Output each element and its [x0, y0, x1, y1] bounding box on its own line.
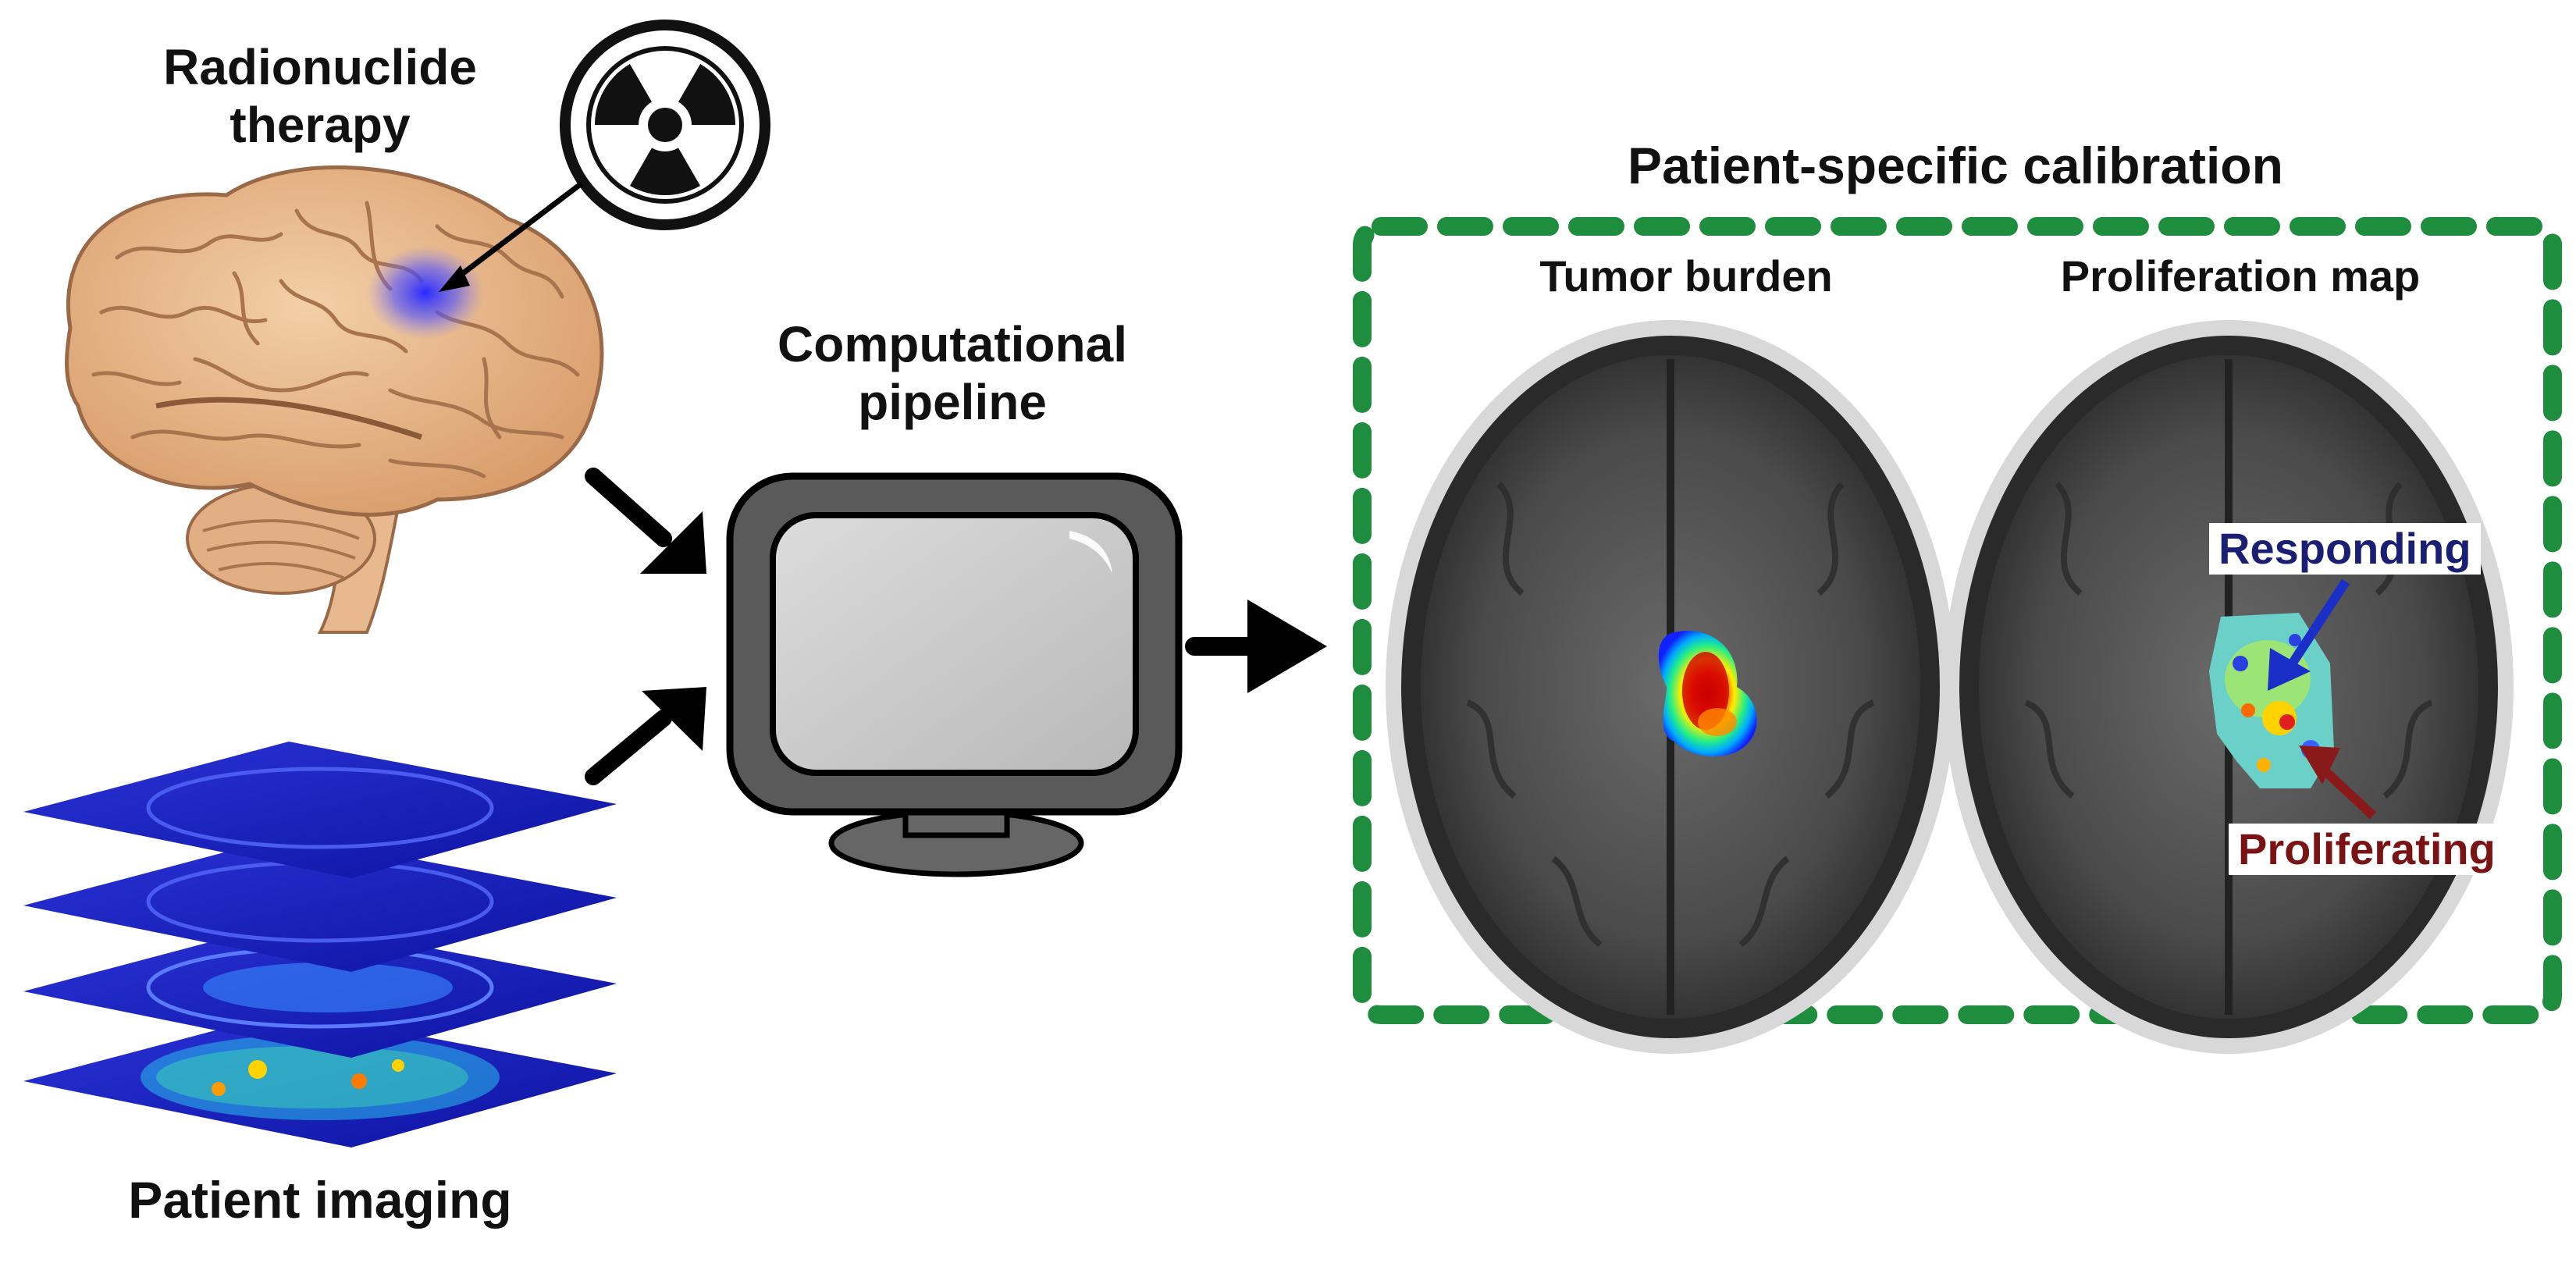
- radionuclide-label-line1: Radionuclide: [163, 39, 477, 95]
- calibration-title: Patient-specific calibration: [1628, 137, 2283, 194]
- computational-pipeline-label: Computational pipeline: [703, 316, 1202, 431]
- radiation-icon: [560, 20, 770, 230]
- proliferating-arrow: [2299, 745, 2377, 820]
- calibration-dashed-box: [1353, 217, 2562, 1024]
- radiation-pointer-arrow: [439, 181, 584, 292]
- imaging-stack: [23, 742, 617, 1147]
- proliferation-map-label: Proliferation map: [2060, 251, 2421, 301]
- mri-scan-proliferation-map: [1944, 320, 2514, 1054]
- proliferating-label: Proliferating: [2229, 824, 2505, 875]
- imaging-slice-1: [23, 742, 617, 878]
- imaging-slice-4: [23, 1011, 617, 1147]
- patient-imaging-label: Patient imaging: [128, 1171, 512, 1229]
- responding-arrow: [2268, 578, 2350, 691]
- arrow-pipeline-to-calibration: [1185, 600, 1327, 693]
- arrow-imaging-to-pipeline: [585, 687, 706, 785]
- responding-label: Responding: [2209, 523, 2481, 575]
- radionuclide-label-line2: therapy: [229, 96, 411, 153]
- arrow-brain-to-pipeline: [585, 468, 706, 574]
- pipeline-label-line1: Computational: [777, 316, 1127, 372]
- monitor-icon: [726, 472, 1183, 877]
- mri-scan-tumor-burden: [1386, 320, 1955, 1054]
- tumor-burden-label: Tumor burden: [1539, 251, 1833, 301]
- pipeline-label-line2: pipeline: [858, 373, 1047, 430]
- brain-illustration: [65, 165, 604, 634]
- radionuclide-therapy-label: Radionuclide therapy: [133, 39, 507, 154]
